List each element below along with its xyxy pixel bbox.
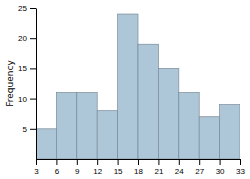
x-tick-label: 3: [34, 167, 39, 176]
bar: [199, 117, 219, 159]
x-tick-group: 3: [34, 159, 39, 176]
x-tick-label: 27: [195, 167, 204, 176]
x-tick: [36, 159, 37, 165]
y-axis: 5 10 15 20 25: [18, 4, 36, 159]
x-tick: [118, 159, 119, 165]
x-axis: 3 6 9 12 15 18 21 24 27 30 33: [34, 159, 245, 176]
bar: [56, 93, 76, 159]
bar: [158, 68, 178, 159]
x-tick: [199, 159, 200, 165]
y-tick-label: 10: [18, 95, 27, 104]
x-tick: [56, 159, 57, 165]
bar: [118, 14, 138, 159]
y-tick: [30, 38, 36, 39]
x-tick-group: 33: [236, 159, 245, 176]
y-tick-label: 25: [18, 4, 27, 13]
x-tick: [240, 159, 241, 165]
x-tick-label: 21: [154, 167, 163, 176]
x-tick-group: 24: [175, 159, 184, 176]
chart: 3 6 9 12 15 18 21 24 27 30 33 5 10 15 20 25 Frequency: [0, 0, 250, 179]
y-axis-line: [36, 9, 37, 160]
x-tick: [220, 159, 221, 165]
x-tick-label: 15: [114, 167, 123, 176]
y-tick-group: 15: [18, 64, 36, 73]
x-tick-group: 12: [93, 159, 102, 176]
y-tick-group: 5: [23, 125, 36, 134]
x-tick: [179, 159, 180, 165]
x-tick: [138, 159, 139, 165]
x-tick-group: 21: [154, 159, 163, 176]
chart-container: 3 6 9 12 15 18 21 24 27 30 33 5 10 15 20 25 Frequency: [0, 0, 250, 179]
y-tick: [30, 68, 36, 69]
x-tick-label: 33: [236, 167, 245, 176]
x-tick-label: 12: [93, 167, 102, 176]
y-tick-group: 20: [18, 34, 36, 43]
bar: [36, 129, 56, 159]
x-tick-group: 9: [75, 159, 80, 176]
x-tick-group: 15: [114, 159, 123, 176]
plot: 3 6 9 12 15 18 21 24 27 30 33 5 10 15 20 25: [18, 4, 245, 176]
x-tick-group: 18: [134, 159, 143, 176]
x-tick-label: 9: [75, 167, 80, 176]
y-tick-label: 5: [23, 125, 28, 134]
x-tick: [158, 159, 159, 165]
bar: [77, 93, 97, 159]
bar: [220, 105, 240, 159]
x-tick: [77, 159, 78, 165]
x-tick-label: 30: [216, 167, 225, 176]
y-tick-group: 10: [18, 95, 36, 104]
bar: [97, 111, 117, 159]
x-tick-group: 27: [195, 159, 204, 176]
x-tick-group: 30: [216, 159, 225, 176]
bars: [36, 14, 240, 159]
y-tick: [30, 99, 36, 100]
y-tick: [30, 8, 36, 9]
bar: [138, 44, 158, 159]
y-axis-title: Frequency: [5, 60, 15, 107]
y-tick-group: 25: [18, 4, 36, 13]
x-tick-label: 6: [55, 167, 60, 176]
y-tick-label: 20: [18, 34, 27, 43]
x-tick-label: 18: [134, 167, 143, 176]
x-tick-label: 24: [175, 167, 184, 176]
y-tick-label: 15: [18, 64, 27, 73]
y-tick: [30, 129, 36, 130]
x-tick: [97, 159, 98, 165]
x-tick-group: 6: [55, 159, 60, 176]
bar: [179, 93, 199, 159]
